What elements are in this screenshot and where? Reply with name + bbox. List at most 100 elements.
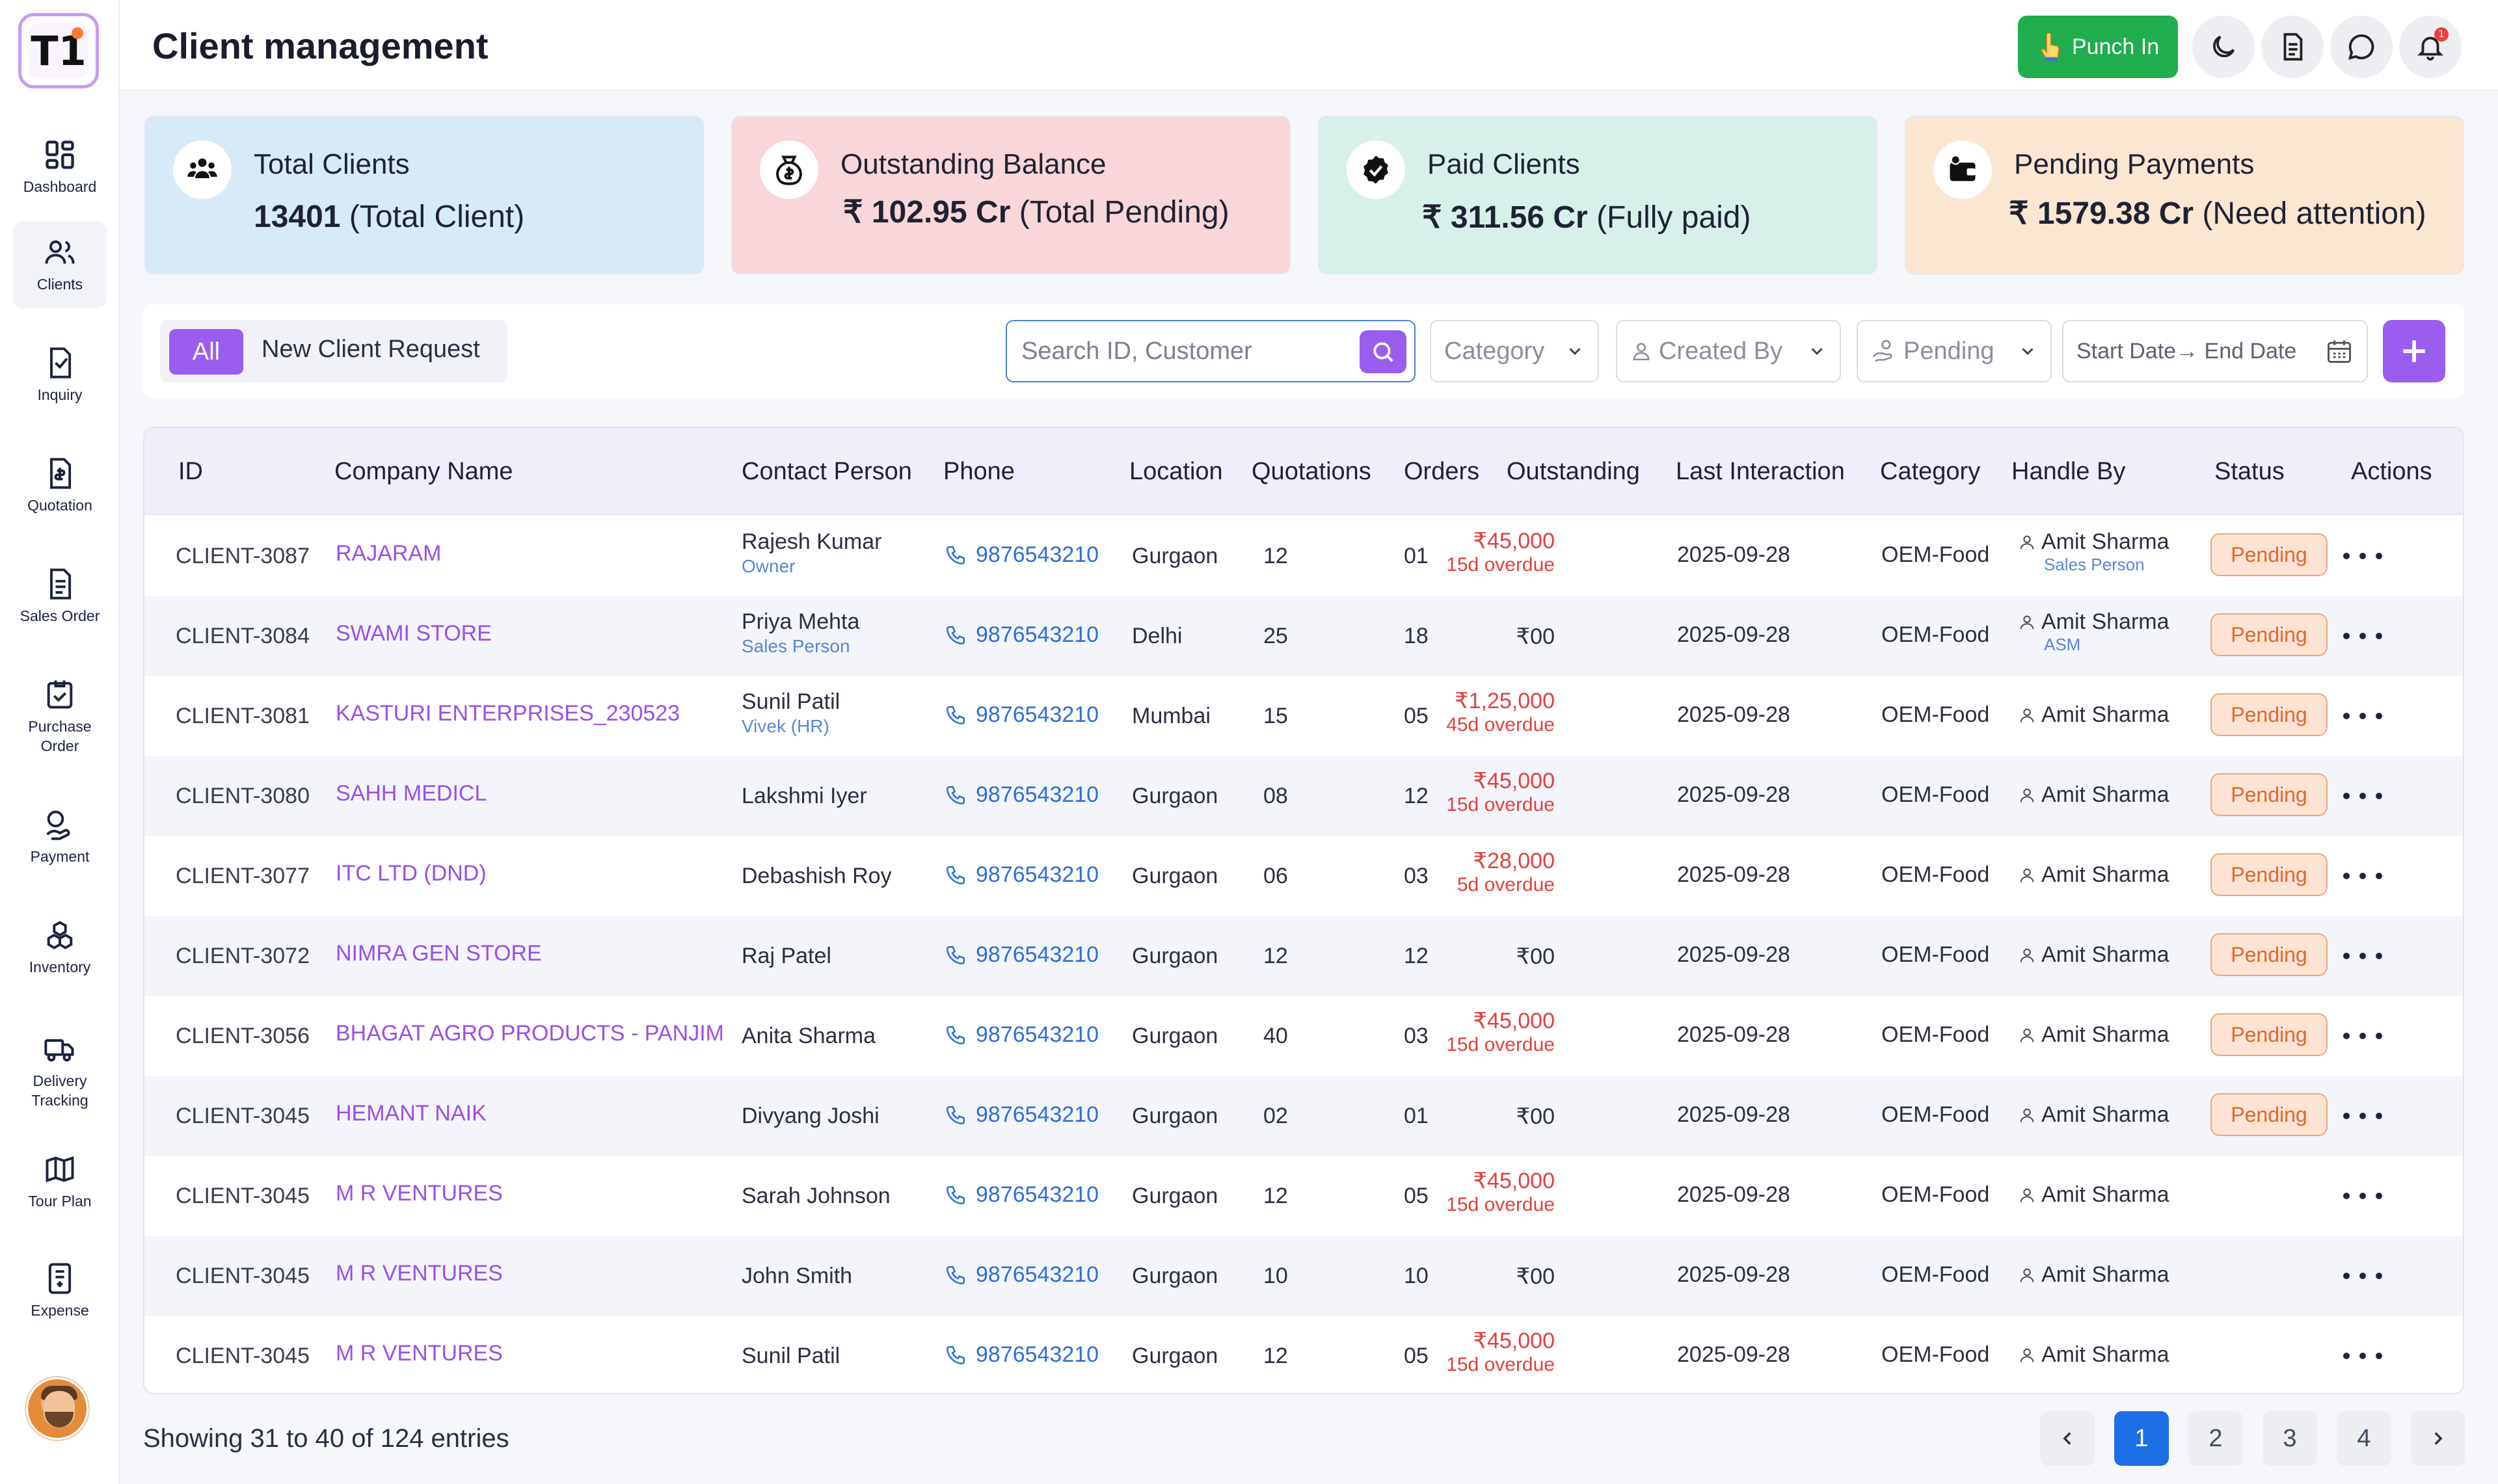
company-name-link[interactable]: ITC LTD (DND)	[336, 861, 487, 886]
created-by-label: Created By	[1659, 337, 1783, 365]
table-row[interactable]: CLIENT-3081 KASTURI ENTERPRISES_230523 Sun…	[144, 676, 2463, 756]
sidebar-item-quotation[interactable]: Quotation	[13, 442, 107, 529]
column-header-orders[interactable]: Orders	[1404, 458, 1480, 485]
phone-link[interactable]: 9876543210	[945, 1022, 1099, 1048]
column-header-quotations[interactable]: Quotations	[1252, 458, 1371, 485]
pagination-page-2[interactable]: 2	[2188, 1411, 2243, 1466]
more-actions-button[interactable]	[2343, 1346, 2382, 1366]
company-name-link[interactable]: SWAMI STORE	[336, 621, 492, 646]
table-row[interactable]: CLIENT-3084 SWAMI STORE Priya Mehta Sales P…	[144, 596, 2463, 676]
location: Gurgaon	[1132, 784, 1218, 808]
pagination-prev-button[interactable]	[2040, 1411, 2095, 1466]
company-name-link[interactable]: M R VENTURES	[336, 1181, 503, 1206]
column-header-outstanding[interactable]: Outstanding	[1507, 458, 1640, 485]
phone-link[interactable]: 9876543210	[945, 862, 1099, 888]
outstanding-amount: ₹1,25,000 45d overdue	[1347, 688, 1555, 736]
company-name-link[interactable]: BHAGAT AGRO PRODUCTS - PANJIM	[336, 1021, 724, 1046]
chat-button[interactable]	[2330, 16, 2393, 78]
company-name-link[interactable]: M R VENTURES	[336, 1341, 503, 1366]
handler-name: Amit Sharma	[2041, 862, 2169, 887]
company-name-link[interactable]: M R VENTURES	[336, 1261, 503, 1286]
table-row[interactable]: CLIENT-3080 SAHH MEDICL Lakshmi Iyer 987654…	[144, 756, 2463, 836]
column-header-contact[interactable]: Contact Person	[742, 458, 912, 485]
sidebar-item-expense[interactable]: Expense	[13, 1247, 107, 1334]
phone-link[interactable]: 9876543210	[945, 702, 1099, 728]
more-actions-button[interactable]	[2343, 1186, 2382, 1206]
company-name-link[interactable]: NIMRA GEN STORE	[336, 941, 542, 966]
phone-link[interactable]: 9876543210	[945, 1102, 1099, 1128]
sidebar-item-clients[interactable]: Clients	[13, 221, 107, 308]
table-row[interactable]: CLIENT-3056 BHAGAT AGRO PRODUCTS - PANJIM…	[144, 996, 2463, 1076]
sidebar-item-purchase-order[interactable]: Purchase Order	[13, 673, 107, 760]
notifications-button[interactable]: 1	[2399, 16, 2462, 78]
more-actions-button[interactable]	[2343, 1266, 2382, 1286]
more-actions-button[interactable]	[2343, 786, 2382, 806]
contact-role: Vivek (HR)	[742, 716, 829, 736]
pagination-page-1[interactable]: 1	[2114, 1411, 2169, 1466]
search-input[interactable]	[1021, 333, 1347, 369]
table-row[interactable]: CLIENT-3045 HEMANT NAIK Divyang Joshi 98765…	[144, 1076, 2463, 1156]
sidebar-item-tour-plan[interactable]: Tour Plan	[13, 1138, 107, 1225]
add-client-button[interactable]	[2383, 320, 2445, 382]
search-button[interactable]	[1360, 330, 1406, 373]
phone-link[interactable]: 9876543210	[945, 622, 1099, 648]
company-name-link[interactable]: KASTURI ENTERPRISES_230523	[336, 701, 680, 726]
sidebar: T1 Dashboard Clients Inquiry Quotation S…	[0, 0, 120, 1484]
phone-link[interactable]: 9876543210	[945, 1182, 1099, 1208]
contact-role: Sales Person	[742, 636, 850, 656]
phone-link[interactable]: 9876543210	[945, 542, 1099, 568]
pagination-page-3[interactable]: 3	[2263, 1411, 2317, 1466]
table-row[interactable]: CLIENT-3072 NIMRA GEN STORE Raj Patel 98765…	[144, 916, 2463, 996]
sidebar-item-inventory[interactable]: Inventory	[13, 904, 107, 991]
phone-link[interactable]: 9876543210	[945, 942, 1099, 968]
more-actions-button[interactable]	[2343, 946, 2382, 966]
phone-link[interactable]: 9876543210	[945, 1262, 1099, 1288]
more-actions-button[interactable]	[2343, 626, 2382, 646]
table-row[interactable]: CLIENT-3045 M R VENTURES Sarah Johnson 9876…	[144, 1156, 2463, 1236]
app-logo[interactable]: T1	[18, 13, 99, 88]
company-name-link[interactable]: SAHH MEDICL	[336, 781, 487, 806]
more-actions-button[interactable]	[2343, 1026, 2382, 1046]
table-row[interactable]: CLIENT-3077 ITC LTD (DND) Debashish Roy 987…	[144, 836, 2463, 916]
column-header-phone[interactable]: Phone	[943, 458, 1015, 485]
sidebar-item-dashboard[interactable]: Dashboard	[13, 124, 107, 211]
pagination-next-button[interactable]	[2411, 1411, 2465, 1466]
pagination-page-4[interactable]: 4	[2337, 1411, 2391, 1466]
phone-link[interactable]: 9876543210	[945, 1342, 1099, 1368]
table-row[interactable]: CLIENT-3045 M R VENTURES John Smith 9876543…	[144, 1236, 2463, 1316]
company-name-link[interactable]: RAJARAM	[336, 541, 442, 566]
column-header-location[interactable]: Location	[1129, 458, 1223, 485]
more-actions-button[interactable]	[2343, 546, 2382, 566]
theme-toggle-button[interactable]	[2192, 16, 2255, 78]
avatar[interactable]	[26, 1377, 88, 1440]
table-row[interactable]: CLIENT-3045 M R VENTURES Sunil Patil 987654…	[144, 1316, 2463, 1393]
pending-select[interactable]: Pending	[1857, 320, 2052, 382]
client-id: CLIENT-3045	[176, 1344, 310, 1368]
column-header-id[interactable]: ID	[178, 458, 203, 485]
sidebar-item-payment[interactable]: Payment	[13, 793, 107, 881]
sidebar-item-sales-order[interactable]: Sales Order	[13, 553, 107, 640]
sidebar-item-inquiry[interactable]: Inquiry	[13, 332, 107, 419]
table-row[interactable]: CLIENT-3087 RAJARAM Rajesh Kumar Owner 98765…	[144, 516, 2463, 596]
company-name-link[interactable]: HEMANT NAIK	[336, 1101, 487, 1126]
handled-by: Amit Sharma	[2018, 942, 2169, 968]
notes-button[interactable]	[2261, 16, 2324, 78]
created-by-select[interactable]: Created By	[1616, 320, 1841, 382]
sidebar-item-delivery-tracking[interactable]: Delivery Tracking	[13, 1027, 107, 1115]
more-actions-button[interactable]	[2343, 866, 2382, 886]
punch-in-button[interactable]: Punch In	[2018, 16, 2178, 78]
more-actions-button[interactable]	[2343, 706, 2382, 726]
dot-icon	[2343, 1273, 2350, 1279]
column-header-last-interaction[interactable]: Last Interaction	[1676, 458, 1845, 485]
more-actions-button[interactable]	[2343, 1106, 2382, 1126]
column-header-status[interactable]: Status	[2214, 458, 2285, 485]
column-header-handle-by[interactable]: Handle By	[2011, 458, 2126, 485]
date-range-picker[interactable]: Start Date→ End Date	[2062, 320, 2368, 382]
column-header-category[interactable]: Category	[1880, 458, 1981, 485]
category: OEM-Food	[1881, 542, 1990, 567]
phone-link[interactable]: 9876543210	[945, 782, 1099, 808]
tab-new-client-request[interactable]: New Client Request	[262, 336, 480, 363]
column-header-company[interactable]: Company Name	[334, 458, 513, 485]
tab-all[interactable]: All	[169, 329, 243, 375]
category-select[interactable]: Category	[1430, 320, 1599, 382]
